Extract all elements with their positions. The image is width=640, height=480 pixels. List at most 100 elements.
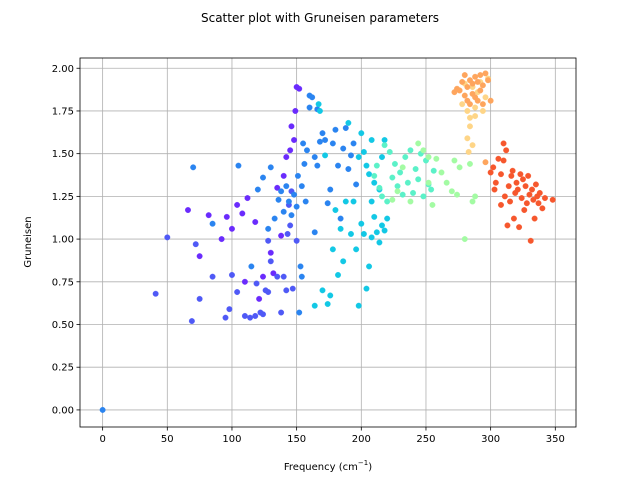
y-axis-ticks: 0.00 0.25 0.50 0.75 1.00 1.25 1.50 1.75 2.00 [52,64,80,416]
scatter-point [366,263,373,270]
plot-frame [79,57,577,428]
scatter-point [412,165,419,173]
scatter-point [466,101,474,108]
scatter-point [472,73,479,80]
scatter-point [226,306,233,313]
scatter-point [350,140,357,147]
scatter-point [302,198,309,205]
scatter-point [525,172,532,179]
scatter-point [293,237,300,244]
scatter-point [259,311,267,318]
scatter-point [267,164,274,171]
scatter-point [363,162,370,169]
y-tick-label: 0.75 [52,277,74,288]
scatter-point [482,94,489,101]
scatter-point [378,222,386,229]
x-tick-label: 150 [287,434,306,445]
scatter-point [479,82,486,89]
scatter-point [327,292,334,299]
scatter-point [397,169,404,176]
scatter-point [342,124,349,132]
scatter-point [234,288,241,296]
scatter-point [461,236,468,243]
scatter-point [381,142,388,149]
scatter-point [464,135,471,142]
x-tick-label: 50 [161,434,174,445]
scatter-point [509,167,516,174]
scatter-point [464,83,471,91]
scatter-point [513,179,520,186]
scatter-point [500,140,507,147]
scatter-point [355,302,362,309]
x-tick-label: 350 [546,434,565,445]
scatter-point [391,160,398,167]
y-tick-label: 1.75 [52,106,74,117]
scatter-point [319,130,326,137]
scatter-point [399,191,406,198]
scatter-point [472,193,479,200]
scatter-point [384,198,391,205]
y-axis-label: Gruneisen [23,216,34,267]
scatter-point [228,225,236,232]
scatter-point [472,113,479,120]
scatter-point [353,181,360,188]
scatter-point [541,195,549,202]
scatter-point [235,162,242,169]
scatter-point [296,309,303,316]
scatter-point [247,314,254,321]
scatter-point [415,176,422,183]
scatter-point [222,314,229,321]
scatter-point [340,145,347,152]
scatter-point [404,179,411,186]
scatter-point [459,78,466,85]
scatter-point [329,246,336,253]
scatter-point [192,241,199,248]
scatter-point [293,203,300,210]
y-tick-label: 1.25 [52,192,74,203]
scatter-point [303,147,311,154]
scatter-point [360,148,367,156]
scatter-point [319,287,326,294]
scatter-point [530,196,537,203]
y-tick-label: 0.00 [52,405,74,416]
scatter-point [508,172,515,179]
x-axis-label-superscript: −1 [358,459,368,467]
scatter-point [430,167,437,174]
scatter-point [345,119,352,126]
scatter-point [327,186,334,193]
scatter-point [415,140,422,147]
scatter-point [239,210,246,217]
scatter-point [265,225,272,232]
scatter-point [360,230,367,238]
scatter-point [381,227,388,234]
scatter-point [164,234,171,241]
scatter-point [366,171,373,178]
scatter-point [495,155,502,162]
scatter-point [456,164,463,171]
scatter-point [315,101,322,108]
scatter-point [345,165,352,173]
scatter-point [196,295,203,302]
x-tick-label: 0 [99,434,105,445]
scatter-point [252,312,259,320]
scatter-point [402,154,409,161]
scatter-point [466,114,474,121]
scatter-point [479,101,486,108]
scatter-point [311,302,318,309]
scatter-point [501,193,508,200]
scatter-point [152,290,159,297]
scatter-point [301,160,308,167]
x-tick-label: 300 [481,434,500,445]
scatter-point [368,136,375,144]
x-tick-label: 200 [352,434,371,445]
y-tick-label: 0.50 [52,320,74,331]
scatter-point [523,200,530,207]
scatter-point [461,92,468,99]
scatter-point [376,184,383,191]
scatter-point [474,78,481,85]
scatter-point [280,273,287,280]
scatter-point [490,164,497,171]
scatter-point [285,198,292,205]
x-axis-label: Frequency (cm−1) [284,459,372,473]
scatter-point [298,273,305,280]
